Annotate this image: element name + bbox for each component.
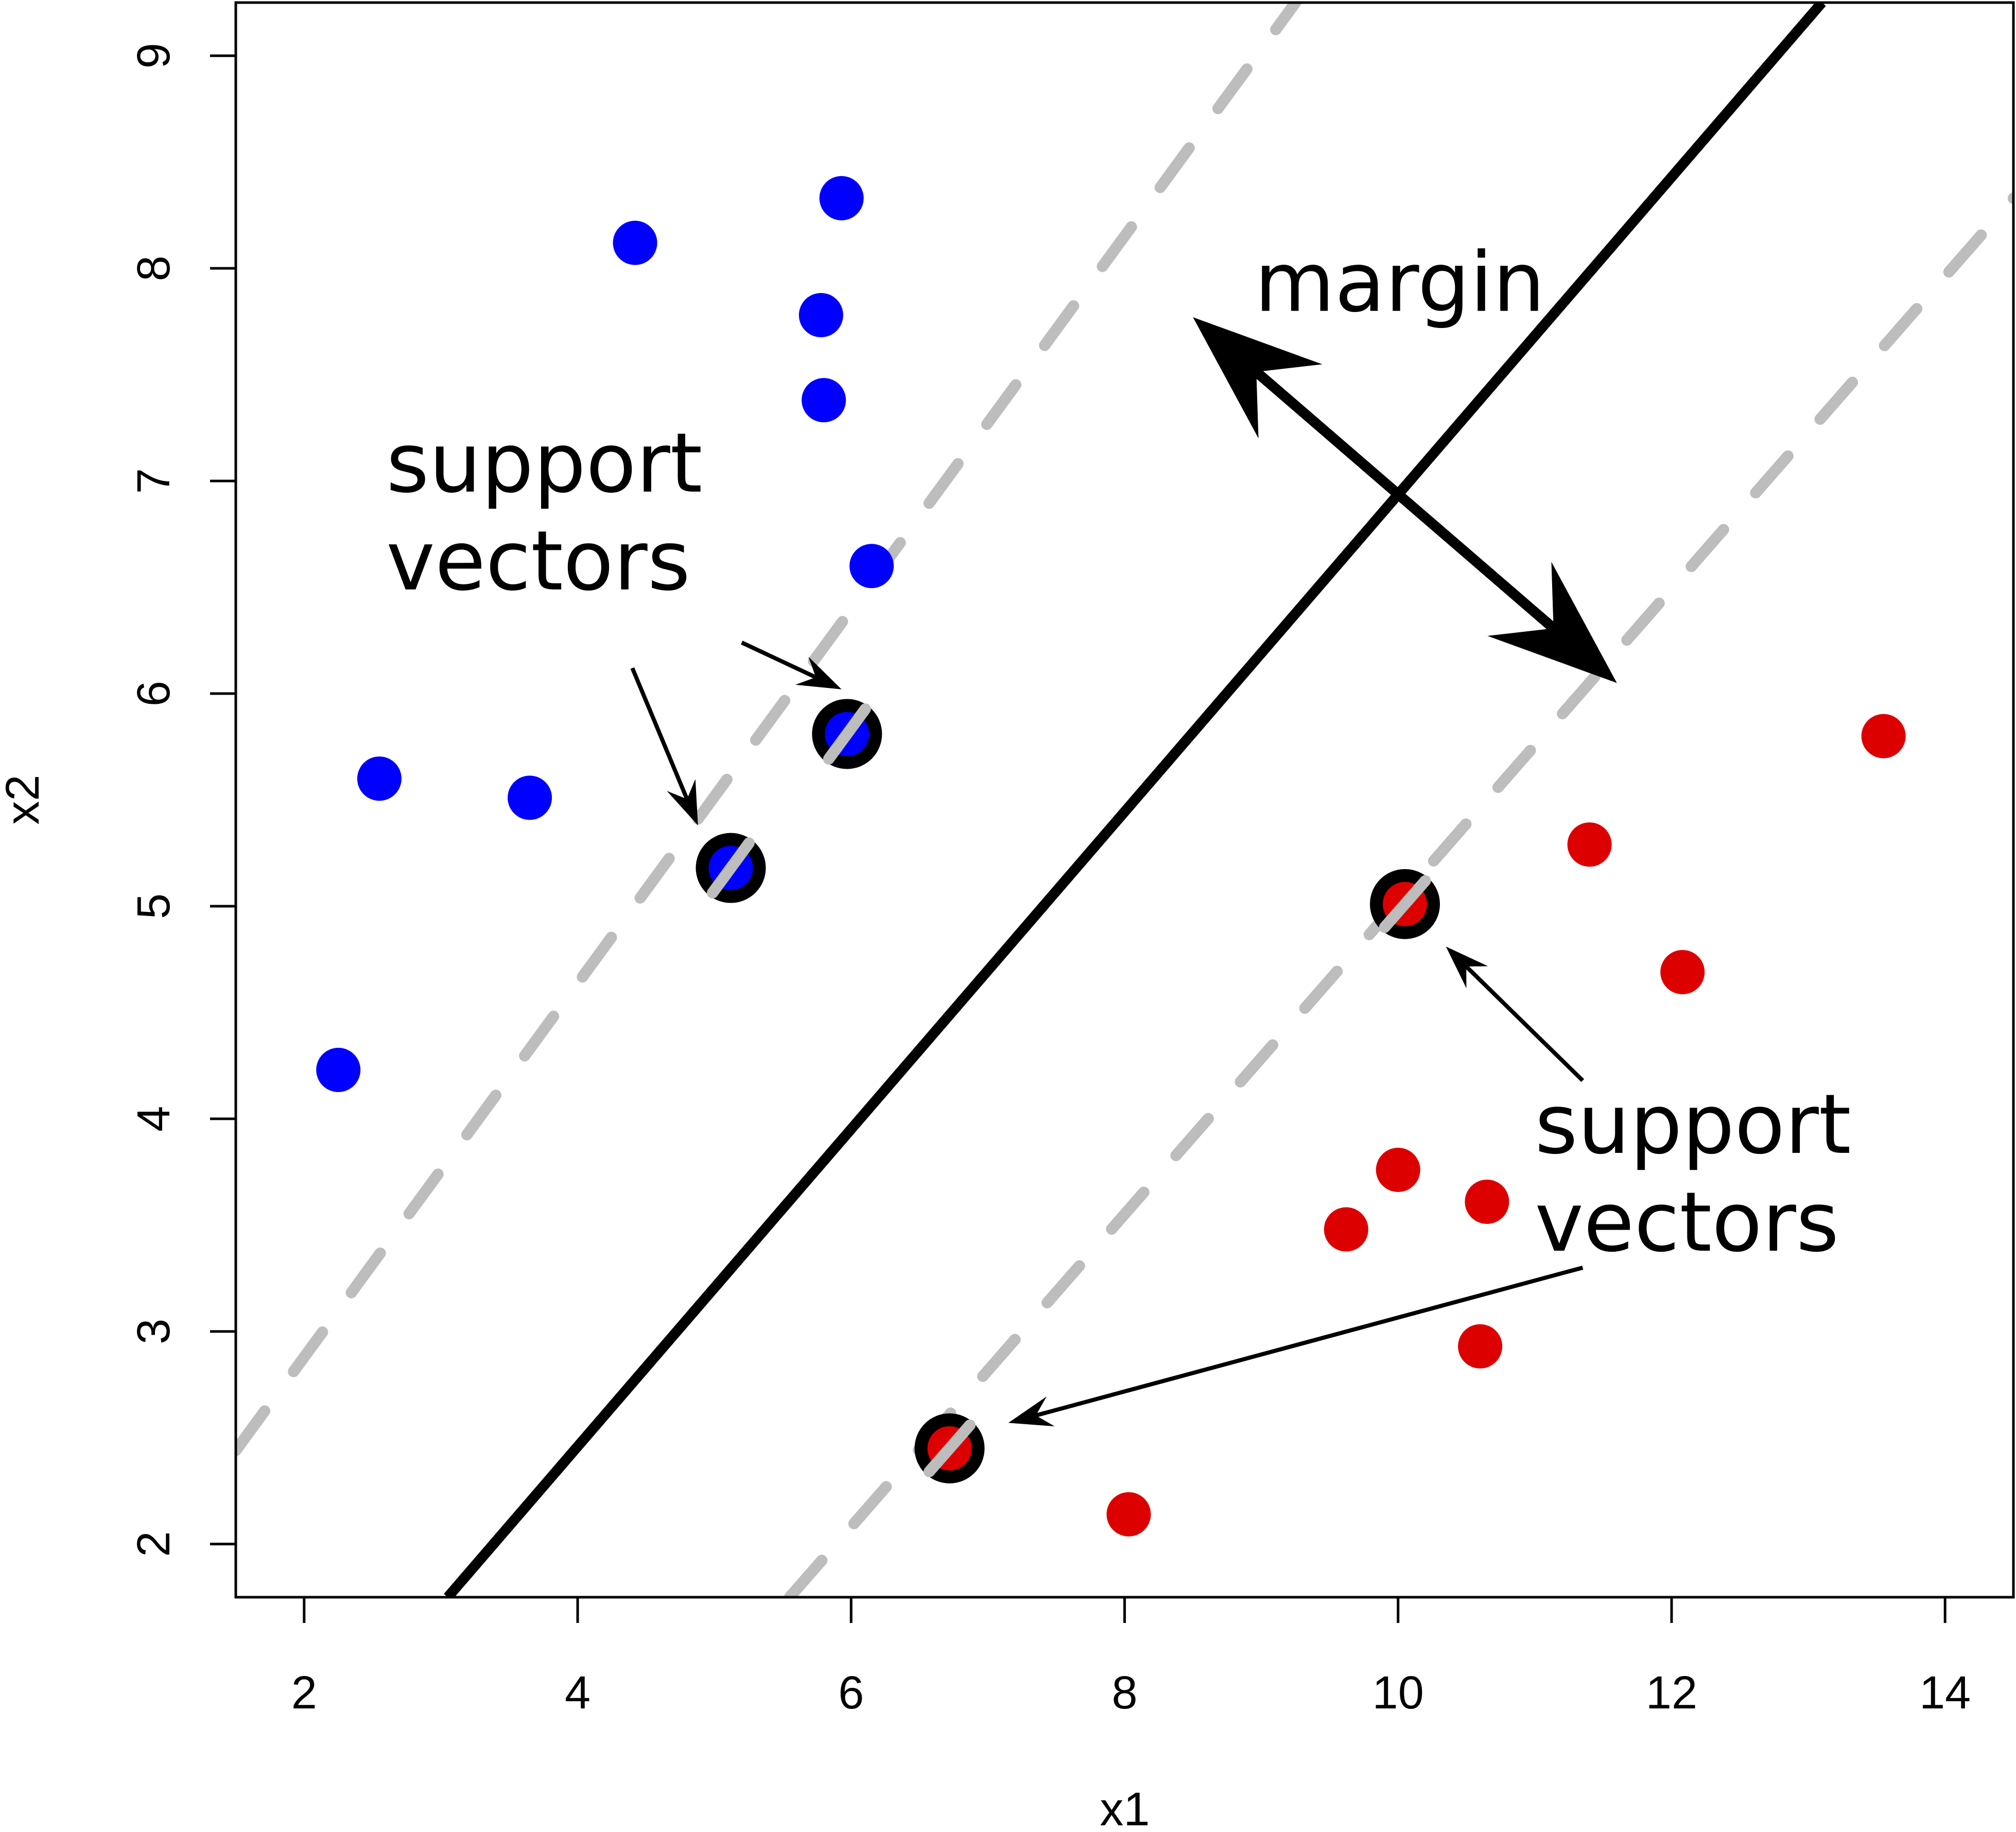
data-point [1660,949,1705,994]
annotation-sv-left-arrow-0-shaft [741,641,817,679]
y-tick-label: 9 [128,43,180,68]
annotation-sv-right-arrow-0-shaft [1465,965,1585,1082]
y-tick-label: 3 [128,1319,180,1344]
margin-arrow-up-head [1193,317,1323,439]
axes-layer: 2 4 6 8 10 12 14 2 3 4 5 6 7 8 9 [128,43,1971,1719]
annotation-sv-left-line-1: vectors [386,513,690,609]
annotation-sv-left-arrow-1-head [667,779,698,826]
data-point [1106,1492,1151,1536]
y-tick-label: 8 [128,255,180,281]
annotation-sv-left-arrow-0-head [795,656,842,689]
annotation-sv-right-arrow-1-shaft [1035,1266,1584,1418]
margin-line-0 [236,3,1301,1457]
data-point [613,220,657,265]
data-point [819,176,864,220]
margin-arrow-down-head [1487,562,1617,683]
annotation-margin-line-0: margin [1255,234,1545,331]
x-axis-label: x1 [1100,1783,1150,1832]
y-axis-label: x2 [0,774,49,824]
data-point [1458,1324,1503,1369]
x-tick-label: 10 [1372,1667,1424,1719]
data-point [1324,1207,1368,1252]
data-point [508,775,552,820]
line-layer [236,3,2013,1597]
x-tick-label: 2 [291,1667,317,1719]
data-point [1465,1179,1509,1224]
x-tick-label: 6 [838,1667,864,1719]
margin-line-overlay [823,703,871,765]
data-point [798,293,843,338]
margin-arrow-up-shaft [1253,368,1409,504]
annotation-sv-right-line-0: support [1535,1076,1851,1172]
data-point [1861,714,1906,758]
data-point [1567,822,1612,867]
x-tick-label: 14 [1919,1667,1971,1719]
margin-arrow-down-shaft [1401,496,1557,632]
margin-line-overlay [924,1419,976,1478]
annotation-sv-left-line-0: support [386,415,702,511]
data-point [316,1047,361,1092]
data-point [849,544,894,589]
annotation-sv-right-arrow-1-head [1008,1396,1055,1427]
data-point [357,756,402,801]
y-tick-label: 4 [128,1106,180,1132]
margin-line-overlay [707,837,755,899]
point-layer [316,176,1906,1536]
data-point [1376,1148,1420,1192]
margin-line-overlay [1379,875,1431,933]
x-tick-label: 4 [565,1667,590,1719]
x-tick-label: 8 [1111,1667,1137,1719]
x-tick-label: 12 [1646,1667,1697,1719]
y-tick-label: 7 [128,468,180,494]
decision-boundary [444,3,1826,1597]
y-tick-label: 5 [128,893,180,919]
annotation-sv-right-arrow-0-head [1446,946,1488,989]
annotation-sv-left-arrow-1-shaft [630,667,689,800]
annotation-sv-right-line-1: vectors [1535,1174,1839,1270]
y-tick-label: 6 [128,681,180,706]
y-tick-label: 2 [128,1531,180,1557]
data-point [802,378,846,423]
